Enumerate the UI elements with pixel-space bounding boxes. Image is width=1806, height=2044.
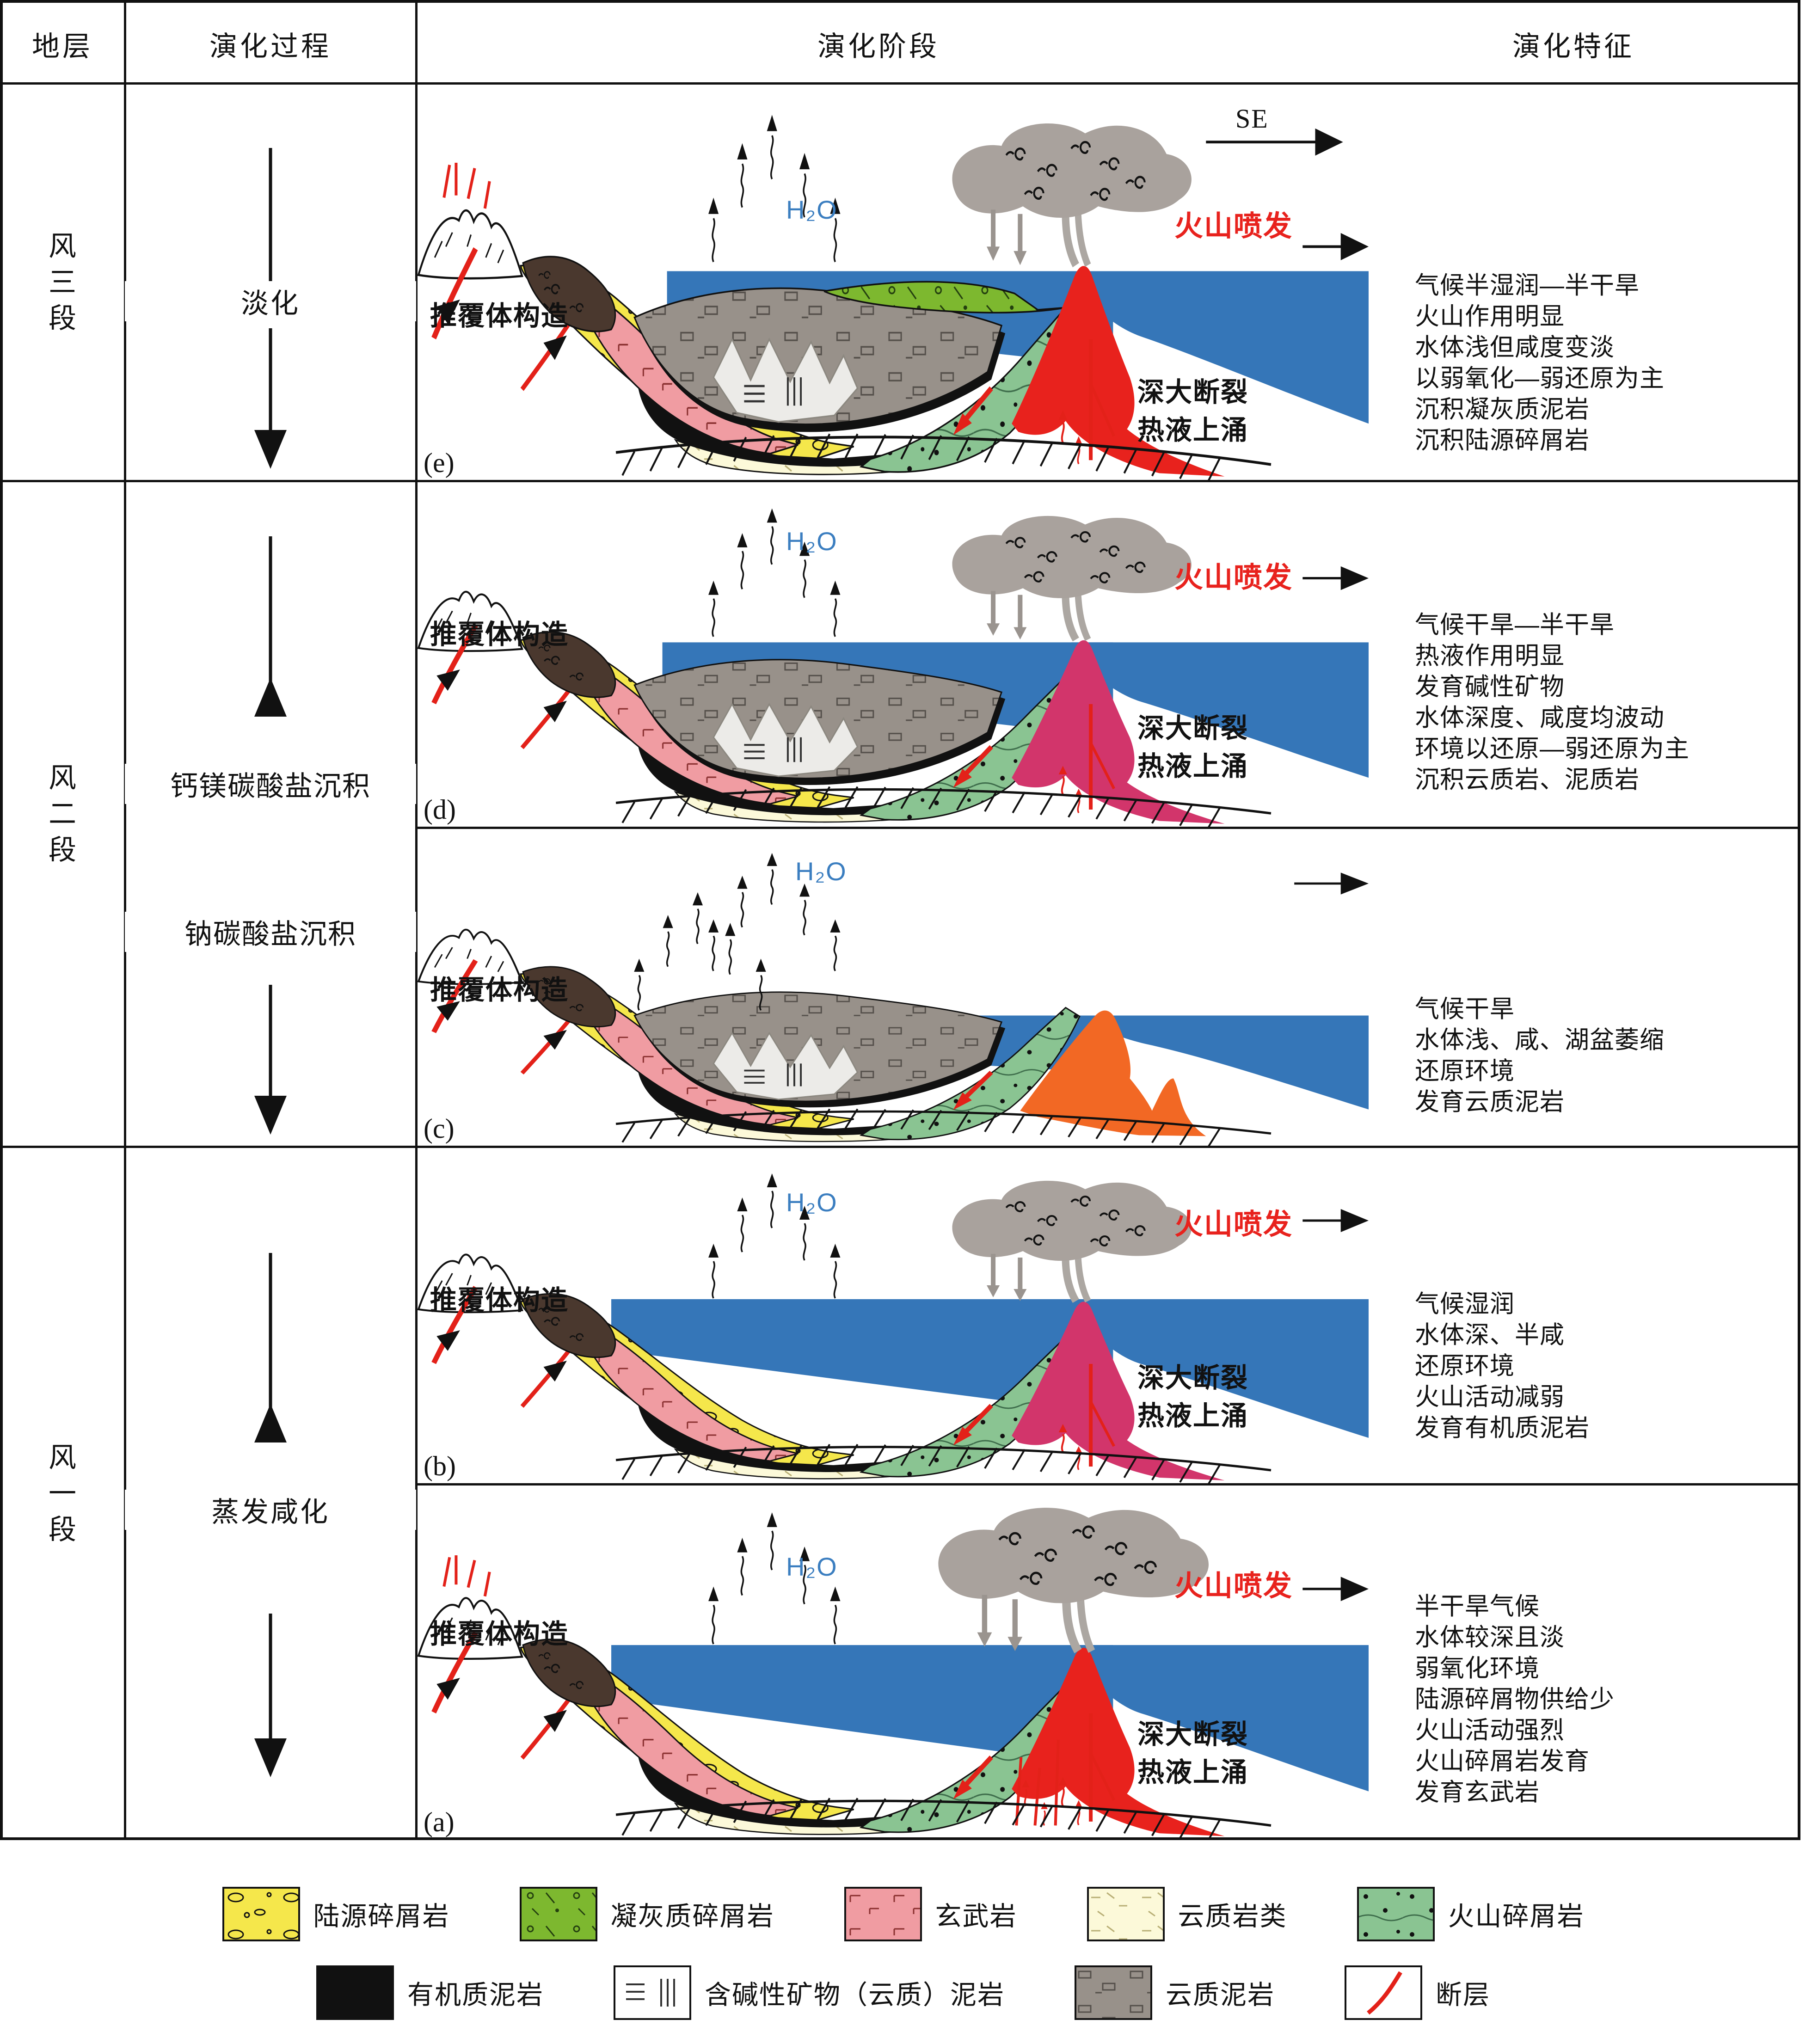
process-label-camg-carbonate: 钙镁碳酸盐沉积 [125,764,416,804]
panel-letter: (d) [424,794,456,825]
strata-label-feng2: 风二段 [49,762,76,865]
panel-a-cross-section [416,1484,1369,1840]
features-list-b: 气候湿润 水体深、半咸 还原环境 火山活动减弱 发育有机质泥岩 [1415,1290,1590,1442]
legend-label: 云质岩类 [1178,1902,1287,1931]
thrust-structure-label: 推覆体构造 [430,975,569,1005]
eruption-label: 火山喷发 [1174,1208,1293,1240]
fault-swatch-icon [1345,1965,1422,2020]
legend-label: 有机质泥岩 [407,1980,544,2010]
panel-d: 推覆体构造 H₂O 火山喷发 深大断裂 热液上涌 气候干旱—半干旱 热液作用明显 发… [416,481,1806,828]
panel-letter: (a) [424,1807,455,1837]
features-list-a: 半干旱气候 水体较深且淡 弱氧化环境 陆源碎屑物供给少 火山活动强烈 火山碎屑岩发育 … [1415,1593,1615,1806]
legend-label: 含碱性矿物（云质）泥岩 [705,1980,1005,2010]
header-strata: 地层 [32,31,93,62]
header-features: 演化特征 [1512,31,1634,62]
thrust-structure-label: 推覆体构造 [430,1619,569,1650]
h2o-label: H₂O [786,1187,838,1217]
legend-item-tuffaceous: 凝灰质碎屑岩 [519,1886,774,1942]
h2o-label: H₂O [786,195,838,224]
organic-mudstone-swatch-icon [316,1965,394,2020]
legend-item-basalt: 玄武岩 [844,1886,1017,1942]
features-list-c: 气候干旱 水体浅、咸、湖盆萎缩 还原环境 发育云质泥岩 [1415,995,1665,1116]
legend-row-1: 陆源碎屑岩 凝灰质碎屑岩 玄武岩 云质岩类 火山碎屑岩 [0,1886,1806,1942]
dolomitic-mudstone-swatch-icon [1075,1965,1152,2020]
legend-label: 云质泥岩 [1166,1980,1275,2010]
panel-e-cross-section [416,83,1369,481]
thrust-structure-label: 推覆体构造 [430,301,569,331]
panel-c-cross-section [416,828,1369,1147]
header-stage: 演化阶段 [817,31,940,62]
dolomitic-rocks-swatch-icon [1087,1887,1165,1941]
panel-letter: (e) [424,448,455,478]
process-label-na-carbonate: 钠碳酸盐沉积 [125,912,416,952]
deep-fault-label: 深大断裂 热液上涌 [1137,713,1249,781]
se-direction-label: SE [1235,104,1269,134]
alkaline-mudstone-swatch-icon [614,1965,691,2020]
volcaniclastic-swatch-icon [1357,1887,1435,1941]
divider-row-c-b [0,1146,1800,1148]
legend-label: 凝灰质碎屑岩 [610,1902,774,1931]
panel-b: 推覆体构造 H₂O 火山喷发 深大断裂 热液上涌 气候湿润 水体深、半咸 还原环境火… [416,1147,1806,1484]
terrigenous-clastic-swatch-icon [222,1887,300,1941]
legend-item-terrigenous: 陆源碎屑岩 [222,1886,450,1942]
basalt-swatch-icon [844,1887,922,1941]
legend-item-dolomitic-mudstone: 云质泥岩 [1074,1965,1275,2020]
strata-label-feng3: 风三段 [49,231,76,334]
thrust-structure-label: 推覆体构造 [430,1285,569,1315]
h2o-label: H₂O [795,857,847,886]
legend-label: 玄武岩 [935,1902,1017,1931]
header-process: 演化过程 [209,31,332,62]
legend-row-2: 有机质泥岩 含碱性矿物（云质）泥岩 云质泥岩 断层 [0,1965,1806,2020]
legend-item-organic-mudstone: 有机质泥岩 [316,1965,544,2020]
divider-row-e-d [0,480,1800,482]
divider-panel-d-c [415,827,1800,829]
legend-item-alkaline-mudstone: 含碱性矿物（云质）泥岩 [613,1965,1005,2020]
tuffaceous-clastic-swatch-icon [519,1887,597,1941]
process-label-desalination: 淡化 [125,281,416,321]
eruption-label: 火山喷发 [1174,561,1293,594]
legend-label: 断层 [1436,1980,1490,2010]
divider-header [0,82,1800,85]
panel-d-cross-section [416,481,1369,828]
panel-letter: (b) [424,1451,456,1481]
divider-col-process [415,0,418,1840]
panel-b-cross-section [416,1147,1369,1484]
eruption-label: 火山喷发 [1174,210,1293,242]
table-frame [0,0,1800,1840]
strata-label-feng1: 风一段 [49,1442,76,1545]
panel-c: 推覆体构造 H₂O 气候干旱 水体浅、咸、湖盆萎缩 还原环境 发育云质泥岩 (c) [416,828,1806,1147]
process-label-evaporation: 蒸发咸化 [125,1490,416,1530]
features-list-d: 气候干旱—半干旱 热液作用明显 发育碱性矿物 水体深度、咸度均波动 环境以还原—弱还… [1415,611,1689,793]
legend-item-dolomitic-rocks: 云质岩类 [1087,1886,1287,1942]
legend-label: 火山碎屑岩 [1448,1902,1585,1931]
deep-fault-label: 深大断裂 热液上涌 [1137,1719,1249,1787]
panel-a: 推覆体构造 H₂O 火山喷发 深大断裂 热液上涌 半干旱气候 水体较深且淡 弱氧化环… [416,1484,1806,1840]
features-list-e: 气候半湿润—半干旱 火山作用明显 水体浅但咸度变淡 以弱氧化—弱还原为主 沉积凝灰质… [1415,272,1665,454]
deep-fault-label: 深大断裂 热液上涌 [1137,1363,1249,1431]
legend: 陆源碎屑岩 凝灰质碎屑岩 玄武岩 云质岩类 火山碎屑岩 有机质泥岩 [0,1845,1806,2044]
eruption-label: 火山喷发 [1174,1570,1293,1602]
h2o-label: H₂O [786,1552,838,1582]
panel-e: SE 推覆体构造 H₂O 火山喷发 深大断裂 热液上涌 气候半湿润—半干旱 火山作用… [416,83,1806,481]
panel-letter: (c) [424,1113,455,1144]
divider-panel-b-a [415,1483,1800,1485]
deep-fault-label: 深大断裂 热液上涌 [1137,377,1249,445]
legend-label: 陆源碎屑岩 [313,1902,450,1931]
legend-item-fault: 断层 [1344,1965,1490,2020]
h2o-label: H₂O [786,526,838,556]
process-arrows-icon [254,148,287,1777]
thrust-structure-label: 推覆体构造 [430,620,569,650]
legend-item-volcaniclastic: 火山碎屑岩 [1357,1886,1585,1942]
